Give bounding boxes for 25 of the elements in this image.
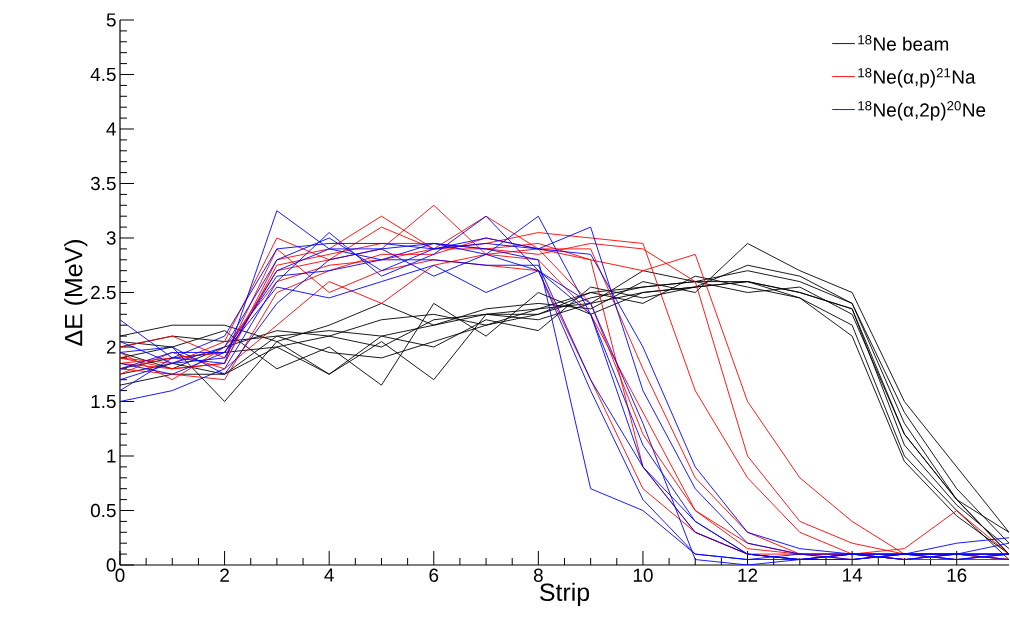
y-tick-label: 4 [106,122,116,136]
y-tick-label: 3 [106,231,116,245]
y-tick-label: 0 [106,558,116,572]
x-tick-label: 2 [220,568,229,582]
legend-label: $^{18}$Ne beam [858,35,949,51]
y-axis-title: ΔE (MeV) [64,240,88,346]
y-tick-label: 2 [106,340,116,354]
y-tick-label: 1 [107,449,116,463]
x-tick-label: 8 [533,568,543,582]
y-tick-label: 2.5 [91,285,116,300]
x-tick-label: 12 [738,568,758,582]
x-tick-label: 14 [843,568,863,582]
legend-label: $^{18}$Ne(α,p)$^{21}$Na [858,68,976,88]
x-axis-title: Strip [540,582,590,606]
y-tick-label: 3.5 [90,176,116,191]
x-tick-label: 0 [115,568,125,582]
legend-label: $^{18}$Ne(α,2p)$^{20}$Ne [858,101,986,121]
y-tick-label: 5 [106,13,116,27]
x-tick-label: 10 [633,568,653,582]
y-tick-label: 0.5 [90,503,116,518]
x-tick-label: 4 [324,568,334,582]
x-tick-label: 6 [429,568,439,582]
y-tick-label: 4.5 [90,67,116,82]
y-tick-label: 1.5 [91,394,116,409]
x-tick-label: 16 [947,568,967,582]
